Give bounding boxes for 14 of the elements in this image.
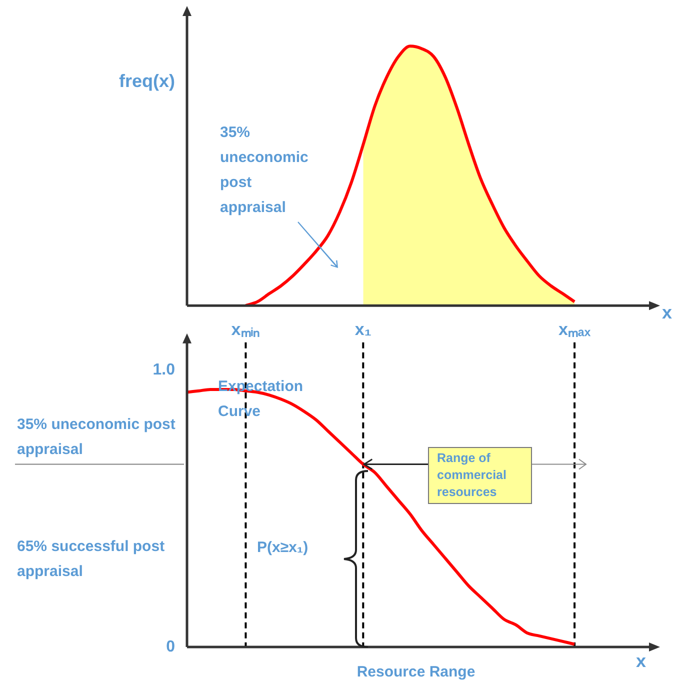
annotation: 35% uneconomic post appraisal — [220, 123, 310, 218]
annotation: P(x≥x₁) — [257, 538, 310, 558]
text: 65% successful post appraisal — [17, 537, 166, 582]
x-axis-title: x — [662, 302, 672, 323]
text: 35% uneconomic post appraisal — [17, 415, 176, 460]
x-tick-label: x₁ — [354, 320, 372, 339]
y-tick-label: 1.0 — [152, 361, 176, 378]
text: x — [636, 650, 648, 672]
y-tick-label: 0 — [166, 638, 176, 656]
annotation: Range of commercial resources — [428, 447, 532, 504]
x-tick-label: xₘₐₓ — [558, 320, 592, 339]
x-tick-label: xₘᵢₙ — [231, 320, 260, 339]
y-axis-title: freq(x) — [118, 70, 175, 91]
x-axis-title: Resource Range — [356, 664, 476, 681]
